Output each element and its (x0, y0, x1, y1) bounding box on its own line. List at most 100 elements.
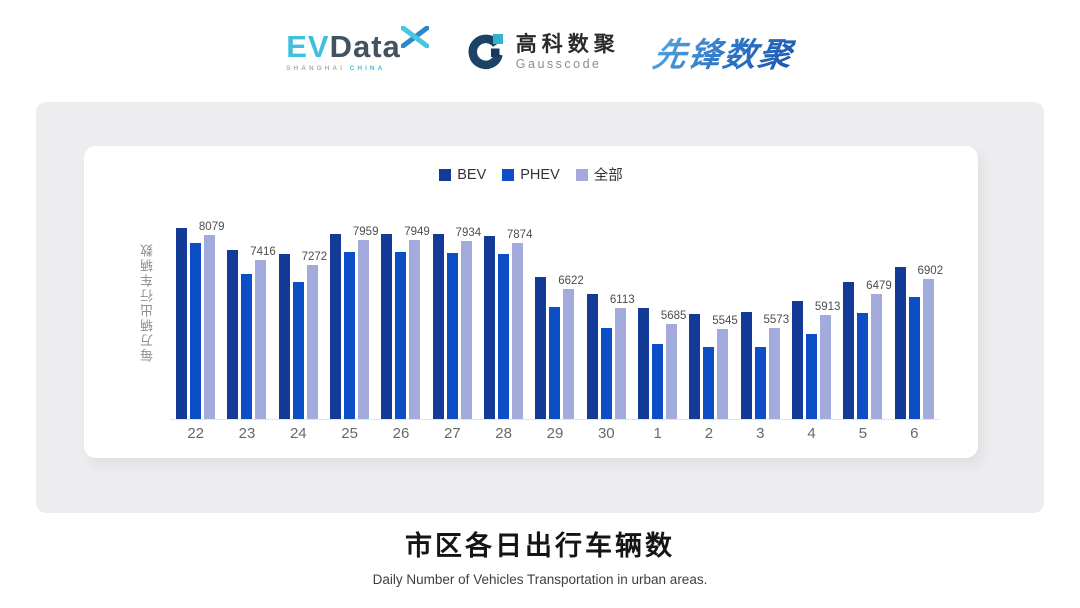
bar-value-label: 7934 (455, 227, 482, 239)
x-axis-label: 5 (858, 425, 868, 442)
evdata-subtext: SHANGHAI CHINA (286, 65, 401, 72)
bar-bev[interactable] (484, 236, 496, 419)
bar-group-25: 7959 25 (324, 194, 378, 442)
bar-bev[interactable] (843, 282, 855, 419)
gausscode-en: Gausscode (515, 56, 602, 71)
bar-bev[interactable] (227, 250, 239, 419)
bar-phev[interactable] (292, 282, 304, 419)
bar-cluster: 8079 (176, 194, 225, 419)
bar-bev[interactable] (330, 234, 342, 419)
plot-groups: 8079 22 7416 23 7272 24 7959 25 7949 26 7934 27 7874… (170, 194, 943, 442)
bar-cluster: 5913 (792, 194, 840, 419)
bar-all[interactable]: 8079 (199, 221, 225, 419)
bar-phev[interactable] (600, 328, 612, 419)
bar-bev[interactable] (176, 228, 188, 419)
bar-phev[interactable] (344, 252, 356, 419)
bar-all[interactable]: 6622 (558, 275, 584, 419)
x-axis-label: 23 (238, 425, 256, 442)
bar-value-label: 7416 (250, 246, 276, 258)
bar-all[interactable]: 7874 (507, 229, 532, 419)
bar-value-label: 6479 (866, 280, 892, 292)
bar-all[interactable]: 7949 (404, 226, 430, 419)
bar-bev[interactable] (432, 234, 444, 419)
bar-value-label: 6902 (917, 265, 944, 277)
legend-item-bev[interactable]: BEV (439, 164, 486, 185)
legend-label-bev: BEV (457, 166, 487, 183)
bar-phev[interactable] (806, 334, 818, 419)
x-axis-label: 4 (807, 425, 816, 442)
bar-phev[interactable] (446, 253, 458, 419)
bar-value-label: 5573 (763, 314, 790, 326)
chart-card: BEV PHEV 全部 每万辆出行车辆数 8079 22 7416 23 7272 24 795… (84, 146, 978, 458)
x-axis-label: 2 (704, 425, 714, 442)
bar-phev[interactable] (549, 307, 561, 419)
bar-value-label: 7874 (506, 229, 533, 241)
bar-all[interactable]: 5545 (712, 315, 738, 419)
bar-bev[interactable] (894, 267, 906, 419)
bar-value-label: 7949 (404, 226, 430, 238)
bar-all[interactable]: 6479 (866, 280, 892, 419)
bar-cluster: 7949 (381, 194, 430, 419)
bar-cluster: 6622 (535, 194, 584, 419)
x-axis-label: 27 (443, 425, 461, 442)
bar-phev[interactable] (190, 243, 202, 419)
bar-bev[interactable] (381, 234, 393, 419)
bar-value-label: 5913 (814, 301, 841, 313)
bar-cluster: 7272 (278, 194, 327, 419)
bar-group-24: 7272 24 (273, 194, 327, 442)
footer-subtitle: Daily Number of Vehicles Transportation … (372, 572, 708, 587)
bar-value-label: 5545 (712, 315, 738, 327)
x-axis-line (170, 419, 940, 420)
bar-value-label: 7959 (352, 226, 379, 238)
gausscode-cn: 高科数聚 (515, 32, 620, 56)
bar-bev[interactable] (740, 312, 752, 419)
bar-phev[interactable] (395, 252, 407, 419)
evdata-data-text: Data (329, 29, 401, 64)
bar-bev[interactable] (638, 308, 650, 419)
bar-phev[interactable] (857, 313, 869, 419)
legend-item-all[interactable]: 全部 (575, 164, 623, 185)
bar-cluster: 6902 (894, 194, 943, 419)
bar-all[interactable]: 6113 (610, 294, 635, 419)
bar-bev[interactable] (586, 294, 598, 419)
bar-bev[interactable] (535, 277, 547, 419)
bar-all[interactable]: 6902 (918, 265, 943, 419)
x-axis-label: 24 (289, 425, 307, 442)
evdata-x-icon (400, 26, 429, 48)
bar-all[interactable]: 7416 (250, 246, 276, 419)
x-axis-label: 30 (597, 425, 615, 442)
bar-value-label: 6622 (558, 275, 584, 287)
bar-bev[interactable] (792, 301, 804, 419)
bar-phev[interactable] (652, 344, 664, 419)
bar-phev[interactable] (703, 347, 715, 419)
bar-all[interactable]: 7272 (302, 251, 327, 419)
bar-phev[interactable] (908, 297, 920, 419)
bar-phev[interactable] (498, 254, 510, 419)
legend-label-all: 全部 (593, 168, 623, 184)
pioneer-logo: 先锋数聚 (650, 28, 798, 76)
bar-group-1: 5685 1 (632, 194, 686, 442)
bar-bev[interactable] (278, 254, 290, 419)
bar-phev[interactable] (754, 347, 766, 419)
bar-all[interactable]: 5573 (764, 314, 789, 419)
bar-bev[interactable] (689, 314, 701, 419)
bar-all[interactable]: 5685 (661, 310, 686, 419)
bar-group-22: 8079 22 (170, 194, 225, 442)
x-axis-label: 6 (910, 425, 919, 442)
legend-item-phev[interactable]: PHEV (502, 164, 560, 185)
bar-all[interactable]: 7959 (353, 226, 378, 419)
bar-group-4: 5913 4 (786, 194, 840, 442)
bar-group-29: 6622 29 (529, 194, 584, 442)
x-axis-label: 22 (187, 425, 204, 442)
bar-phev[interactable] (241, 274, 253, 419)
bar-group-2: 5545 2 (683, 194, 738, 442)
bar-value-label: 6113 (609, 294, 635, 306)
bar-cluster: 5545 (689, 194, 738, 419)
bar-all[interactable]: 7934 (456, 227, 481, 419)
bar-all[interactable]: 5913 (815, 301, 840, 419)
x-axis-label: 26 (392, 425, 410, 442)
bar-value-label: 5685 (660, 310, 687, 322)
plot-area: 8079 22 7416 23 7272 24 7959 25 7949 26 7934 27 7874… (170, 194, 943, 442)
evdata-wordmark: EVData (286, 29, 401, 64)
x-axis-label: 25 (341, 425, 358, 442)
